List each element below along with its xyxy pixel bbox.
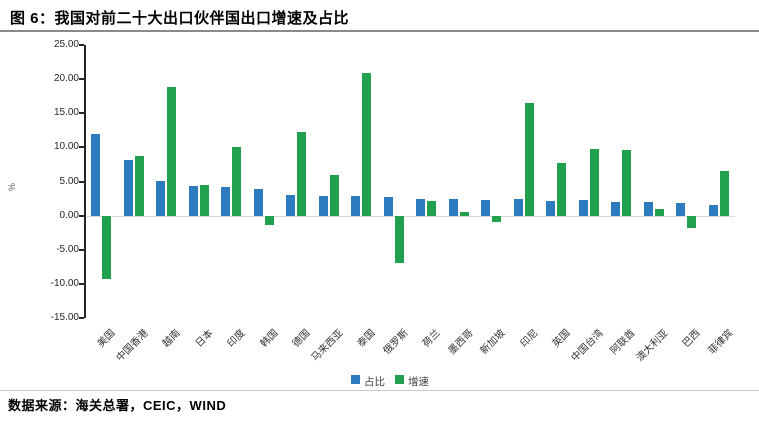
bar-share-7: [318, 195, 328, 216]
y-axis-line: [84, 45, 86, 318]
footer-divider: [0, 390, 759, 391]
y-axis-tick: [79, 78, 84, 81]
growth-legend-label: 增速: [407, 376, 429, 388]
x-category-label: 荷兰: [420, 327, 443, 350]
bar-growth-19: [719, 171, 729, 216]
legend-item-growth: 增速: [394, 374, 429, 388]
bar-growth-3: [199, 184, 209, 216]
bar-growth-7: [329, 174, 339, 216]
bar-share-2: [156, 180, 166, 216]
bar-growth-4: [232, 147, 242, 216]
bar-share-13: [513, 199, 523, 216]
x-category-label: 巴西: [680, 327, 703, 350]
x-category-label: 英国: [550, 327, 573, 350]
growth-legend-swatch: [394, 375, 404, 384]
bar-growth-12: [492, 215, 502, 223]
bar-growth-9: [394, 215, 404, 264]
bar-share-0: [91, 133, 101, 216]
bar-growth-17: [654, 208, 664, 216]
bar-growth-6: [297, 131, 307, 216]
bar-growth-10: [427, 200, 437, 216]
x-category-label: 印度: [225, 327, 248, 350]
y-axis-tick: [79, 214, 84, 217]
x-category-label: 墨西哥: [446, 327, 476, 357]
x-category-label: 德国: [290, 327, 313, 350]
bar-share-10: [416, 198, 426, 216]
y-axis-tick-label: 0.00: [59, 209, 79, 221]
bar-share-15: [578, 199, 588, 216]
y-axis-tick-label: -15.00: [50, 312, 79, 323]
bar-growth-2: [167, 86, 177, 216]
x-category-label: 中国台湾: [569, 327, 606, 364]
x-category-label: 韩国: [258, 327, 281, 350]
x-category-label: 日本: [193, 327, 216, 350]
bar-growth-16: [622, 150, 632, 216]
y-axis-tick: [79, 112, 84, 115]
bar-growth-1: [134, 155, 144, 216]
bar-growth-13: [524, 103, 534, 216]
x-category-label: 澳大利亚: [634, 327, 671, 364]
x-category-label: 马来西亚: [309, 327, 346, 364]
bar-share-9: [383, 197, 393, 216]
legend-item-share: 占比: [351, 374, 385, 388]
y-axis-tick: [79, 282, 84, 285]
share-legend-label: 占比: [364, 376, 386, 388]
x-category-label: 美国: [95, 327, 118, 350]
bar-share-12: [481, 199, 491, 216]
bar-share-14: [546, 200, 556, 216]
x-category-label: 新加坡: [478, 327, 508, 357]
y-axis-tick: [79, 44, 84, 46]
zero-gridline: [85, 215, 735, 217]
x-category-label: 泰国: [355, 327, 378, 350]
y-axis-tick-label: 15.00: [53, 107, 79, 119]
bar-share-16: [611, 202, 621, 216]
x-category-label: 印尼: [518, 327, 541, 350]
figure-title: 图 6：我国对前二十大出口伙伴国出口增速及占比: [10, 10, 350, 27]
bar-chart: % 占比 增速 25.00 20.00 15.00 10.00 5.00 0.00 -5.0…: [0, 32, 759, 390]
data-source: 数据来源：海关总署，CEIC，WIND: [8, 398, 227, 413]
x-category-label: 俄罗斯: [381, 327, 411, 357]
bar-share-8: [351, 195, 361, 216]
x-category-label: 越南: [160, 327, 183, 350]
bar-growth-0: [102, 215, 112, 280]
y-axis-tick: [79, 248, 84, 251]
bar-share-17: [643, 202, 653, 216]
y-axis-unit-label: %: [7, 182, 18, 192]
y-axis-tick-label: 25.00: [53, 39, 79, 50]
bar-growth-15: [589, 149, 599, 216]
bar-growth-18: [687, 215, 697, 228]
bar-share-18: [676, 203, 686, 216]
bar-growth-5: [264, 215, 274, 226]
y-axis-tick: [79, 317, 84, 319]
bar-share-19: [708, 204, 718, 216]
bar-share-5: [253, 189, 263, 216]
chart-legend: 占比 增速: [0, 374, 759, 388]
bar-growth-14: [557, 163, 567, 216]
bar-share-1: [123, 159, 133, 216]
bar-growth-8: [362, 73, 372, 216]
bar-growth-11: [459, 212, 469, 216]
y-axis-tick-label: 10.00: [53, 141, 79, 153]
y-axis-tick: [79, 146, 84, 149]
y-axis-tick-label: 5.00: [59, 175, 79, 187]
bar-share-6: [286, 194, 296, 216]
y-axis-tick-label: -5.00: [56, 243, 79, 255]
x-category-label: 菲律宾: [706, 327, 736, 357]
y-axis-tick: [79, 180, 84, 183]
x-category-label: 中国香港: [114, 327, 151, 364]
title-divider: [0, 30, 759, 32]
bar-share-11: [448, 199, 458, 216]
share-legend-swatch: [351, 375, 361, 384]
y-axis-tick-label: -10.00: [50, 277, 79, 289]
bar-share-4: [221, 187, 231, 216]
bar-share-3: [188, 185, 198, 216]
y-axis-tick-label: 20.00: [53, 73, 79, 85]
